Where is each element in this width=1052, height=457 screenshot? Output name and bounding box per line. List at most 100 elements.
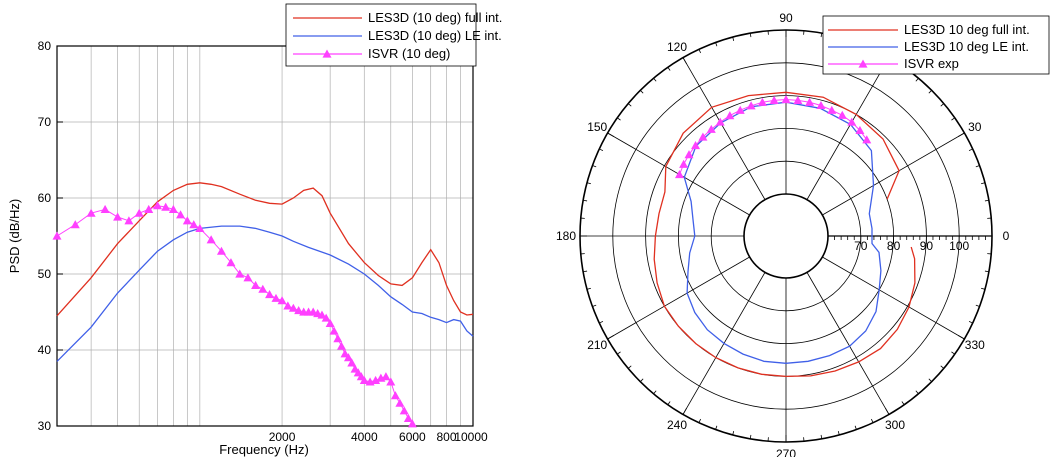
polar-angle-tick (592, 165, 597, 168)
right-legend-marker (858, 59, 868, 68)
left-isvr-marker (70, 220, 80, 229)
left-isvr-marker (134, 208, 144, 217)
polar-angle-tick (698, 49, 701, 54)
left-plot-frame (56, 45, 474, 427)
left-isvr-marker (265, 290, 275, 299)
left-grid (57, 46, 473, 426)
polar-angle-tick (640, 378, 644, 382)
polar-angle-labels: 0 30 90 120 150 180 210 240 270 300 330 (556, 11, 1010, 457)
polar-angle-tick (586, 287, 591, 290)
polar-angle-tick (715, 425, 718, 430)
left-isvr-marker (325, 318, 335, 327)
left-isvr-marker (329, 326, 339, 335)
left-x-tick-label: 4000 (351, 430, 378, 444)
polar-angle-tick (682, 408, 687, 415)
polar-angle-tick (599, 321, 604, 324)
polar-isvr-marker (715, 117, 725, 126)
polar-angle-label: 120 (667, 40, 687, 54)
polar-angle-tick (682, 57, 687, 64)
polar-angle-tick (667, 67, 671, 71)
polar-angle-tick (583, 199, 588, 202)
left-isvr-marker (189, 220, 199, 229)
left-isvr-marker (283, 301, 293, 310)
left-y-tick-label: 70 (38, 115, 52, 129)
left-isvr-marker (288, 303, 298, 312)
polar-angle-label: 240 (667, 418, 687, 432)
left-isvr-marker (271, 293, 281, 302)
polar-grid-spoke (822, 256, 965, 340)
polar-series-line (683, 101, 882, 364)
polar-angle-tick (586, 182, 591, 185)
polar-angle-tick (627, 365, 632, 369)
left-y-tick-label: 80 (38, 39, 52, 53)
polar-angle-tick (607, 132, 614, 137)
polar-angle-tick (984, 199, 989, 202)
polar-angle-tick (928, 378, 932, 382)
left-isvr-marker (347, 358, 357, 367)
left-isvr-marker (317, 310, 327, 319)
polar-angle-tick (968, 148, 973, 151)
polar-grid-spoke (682, 57, 766, 200)
left-y-tick-label: 50 (38, 267, 52, 281)
polar-series-line (653, 91, 916, 378)
left-isvr-marker (390, 391, 400, 400)
left-isvr-marker (100, 204, 110, 213)
left-isvr-marker (216, 246, 226, 255)
polar-angle-tick (698, 418, 701, 423)
polar-angle-tick (975, 165, 980, 168)
left-series-line (56, 225, 474, 362)
left-legend-label: LES3D (10 deg) LE int. (368, 28, 502, 43)
polar-isvr-marker (691, 141, 701, 150)
left-legend-marker (322, 49, 332, 58)
left-legend: LES3D (10 deg) full int. LES3D (10 deg) L… (285, 3, 502, 67)
left-x-tick-label: 800 (437, 430, 457, 444)
polar-angle-label: 90 (779, 11, 793, 25)
left-isvr-marker (399, 406, 409, 415)
left-isvr-marker (243, 273, 253, 282)
polar-angle-tick (854, 425, 857, 430)
left-isvr-marker (226, 258, 236, 267)
left-isvr-marker (258, 284, 268, 293)
polar-angle-tick (981, 287, 986, 290)
polar-grid-spoke (806, 272, 890, 415)
left-isvr-marker (113, 212, 123, 221)
polar-isvr-marker (827, 105, 837, 114)
polar-isvr-marker (757, 97, 767, 106)
left-isvr-marker (168, 204, 178, 213)
left-isvr-marker (206, 235, 216, 244)
polar-isvr-marker (855, 125, 865, 134)
left-y-axis-label: PSD (dB/Hz) (7, 199, 22, 273)
polar-angle-tick (732, 36, 735, 41)
left-isvr-marker (251, 280, 261, 289)
polar-isvr-marker (847, 117, 857, 126)
left-y-tick-label: 30 (38, 419, 52, 433)
polar-isvr-marker (684, 150, 694, 159)
polar-series-group (653, 91, 916, 378)
polar-angle-tick (975, 304, 980, 307)
polar-angle-tick (667, 401, 671, 405)
polar-angle-tick (607, 335, 614, 340)
polar-angle-tick (885, 408, 890, 415)
polar-angle-label: 210 (587, 338, 607, 352)
right-legend-label: LES3D 10 deg full int. (904, 22, 1030, 37)
left-isvr-marker (277, 296, 287, 305)
left-isvr-marker (235, 269, 245, 278)
polar-angle-tick (583, 270, 588, 273)
polar-isvr-marker (746, 101, 756, 110)
left-series-line (56, 182, 474, 317)
polar-grid-spoke (607, 256, 750, 340)
left-y-tick-label: 40 (38, 343, 52, 357)
polar-isvr-marker (679, 159, 689, 168)
polar-radial-label: 90 (920, 239, 934, 253)
polar-angle-tick (951, 117, 955, 121)
polar-grid-spoke (806, 57, 890, 200)
polar-isvr-marker (674, 169, 684, 179)
left-x-tick-label: 6000 (399, 430, 426, 444)
polar-isvr-marker (793, 95, 803, 104)
polar-angle-tick (915, 390, 919, 395)
left-y-tick-labels: 30 40 50 60 70 80 (38, 39, 63, 433)
polar-angle-tick (981, 182, 986, 185)
polar-isvr-marker (862, 135, 872, 144)
